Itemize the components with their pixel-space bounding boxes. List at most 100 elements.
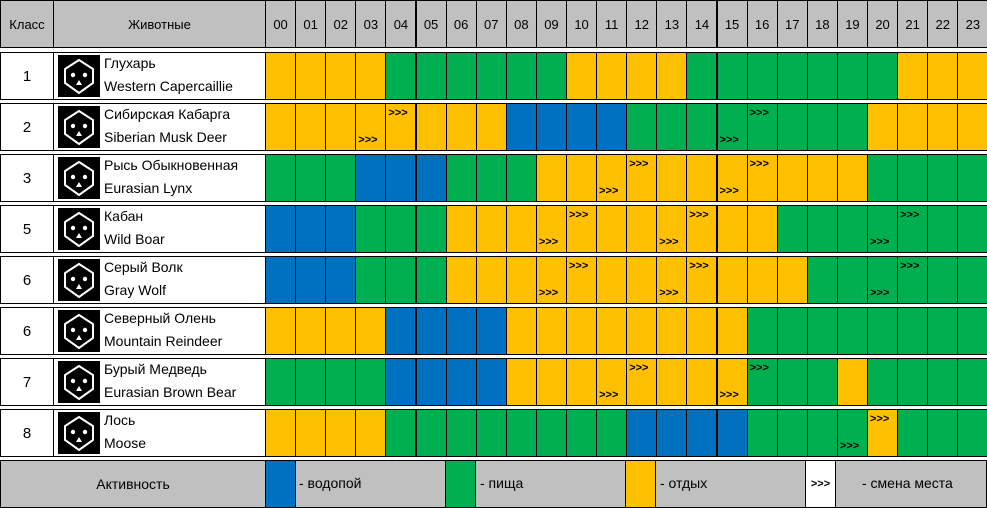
- hour-cell: [566, 307, 598, 355]
- hour-cell: [927, 307, 959, 355]
- hour-cell: [927, 256, 959, 304]
- row-animal: Лось Moose: [53, 409, 266, 457]
- hour-cell: [746, 358, 778, 406]
- row-animal: Северный Олень Mountain Reindeer: [53, 307, 266, 355]
- hour-cell: [475, 205, 507, 253]
- hour-cell: [927, 103, 959, 151]
- hour-cell: [806, 307, 838, 355]
- hour-cell: [836, 103, 868, 151]
- hour-cell: [927, 358, 959, 406]
- hour-cell: [295, 409, 327, 457]
- move-marker: >>>: [870, 287, 890, 299]
- animal-name-ru: Глухарь: [104, 55, 156, 71]
- hour-cell: [415, 103, 447, 151]
- hour-cell: [505, 52, 537, 100]
- hour-cell: [806, 358, 838, 406]
- header-hour: 02: [325, 0, 357, 48]
- hour-cell: [897, 358, 929, 406]
- hour-cell: [265, 154, 297, 202]
- lynx-icon: [58, 157, 100, 199]
- hour-cell: [265, 52, 297, 100]
- header-hour: 16: [746, 0, 778, 48]
- hour-cell: [355, 154, 387, 202]
- hour-cell: [445, 52, 477, 100]
- row-class: 2: [0, 103, 54, 151]
- hour-cell: [927, 409, 959, 457]
- header-hour: 17: [776, 0, 808, 48]
- hour-cell: [927, 52, 959, 100]
- row-animal: Глухарь Western Capercaillie: [53, 52, 266, 100]
- hour-cell: [295, 52, 327, 100]
- hour-cell: [445, 307, 477, 355]
- hour-cell: [897, 52, 929, 100]
- hour-cell: [566, 52, 598, 100]
- capercaillie-icon: [58, 55, 100, 97]
- move-marker: >>>: [358, 134, 378, 146]
- bear-icon: [58, 361, 100, 403]
- hour-cell: [505, 409, 537, 457]
- animal-name-ru: Сибирская Кабарга: [104, 106, 231, 122]
- hour-cell: [445, 103, 477, 151]
- reindeer-icon: [58, 310, 100, 352]
- hour-cell: [415, 358, 447, 406]
- hour-cell: [867, 154, 899, 202]
- row-animal: Сибирская Кабарга Siberian Musk Deer: [53, 103, 266, 151]
- hour-cell: [475, 256, 507, 304]
- hour-cell: [475, 52, 507, 100]
- hour-cell: [265, 307, 297, 355]
- hour-cell: [776, 52, 808, 100]
- hour-cell: [957, 409, 987, 457]
- move-marker: >>>: [719, 389, 739, 401]
- header-hour: 09: [535, 0, 567, 48]
- move-marker: >>>: [569, 209, 589, 221]
- header-hour: 18: [806, 0, 838, 48]
- hour-cell: [355, 256, 387, 304]
- hour-cell: [385, 256, 417, 304]
- move-marker: >>>: [719, 185, 739, 197]
- hour-cell: [535, 256, 567, 304]
- hour-cell: [836, 307, 868, 355]
- animal-name-ru: Северный Олень: [104, 310, 216, 326]
- hour-cell: [716, 409, 748, 457]
- legend-rest-swatch: [625, 460, 656, 508]
- hour-cell: [325, 103, 357, 151]
- hour-cell: [806, 409, 838, 457]
- move-marker: >>>: [538, 236, 559, 248]
- hour-cell: [475, 154, 507, 202]
- legend-water-swatch: [265, 460, 296, 508]
- move-marker: >>>: [599, 389, 619, 401]
- hour-cell: [867, 307, 899, 355]
- hour-cell: [566, 103, 598, 151]
- legend-move-swatch: >>>: [805, 460, 836, 508]
- move-marker: >>>: [870, 413, 890, 425]
- hour-cell: [505, 103, 537, 151]
- move-marker: >>>: [900, 260, 920, 272]
- hour-cell: [626, 409, 658, 457]
- hour-cell: [927, 154, 959, 202]
- hour-cell: [596, 307, 628, 355]
- hour-cell: [265, 256, 297, 304]
- hour-cell: [867, 409, 899, 457]
- musk-deer-icon: [58, 106, 100, 148]
- hour-cell: [686, 103, 718, 151]
- hour-cell: [445, 358, 477, 406]
- hour-cell: [716, 256, 748, 304]
- hour-cell: [325, 409, 357, 457]
- hour-cell: [746, 154, 778, 202]
- hour-cell: [716, 307, 748, 355]
- hour-cell: [867, 205, 899, 253]
- header-animals: Животные: [53, 0, 266, 48]
- move-marker: >>>: [629, 362, 649, 374]
- hour-cell: [686, 409, 718, 457]
- hour-cell: [626, 256, 658, 304]
- hour-cell: [746, 307, 778, 355]
- hour-cell: [897, 154, 929, 202]
- hour-cell: [415, 307, 447, 355]
- animal-name-en: Eurasian Brown Bear: [104, 384, 237, 400]
- header-hour: 13: [656, 0, 688, 48]
- header-hour: 23: [957, 0, 987, 48]
- move-marker: >>>: [629, 158, 649, 170]
- hour-cell: [806, 256, 838, 304]
- header-hour: 05: [415, 0, 447, 48]
- hour-cell: [776, 154, 808, 202]
